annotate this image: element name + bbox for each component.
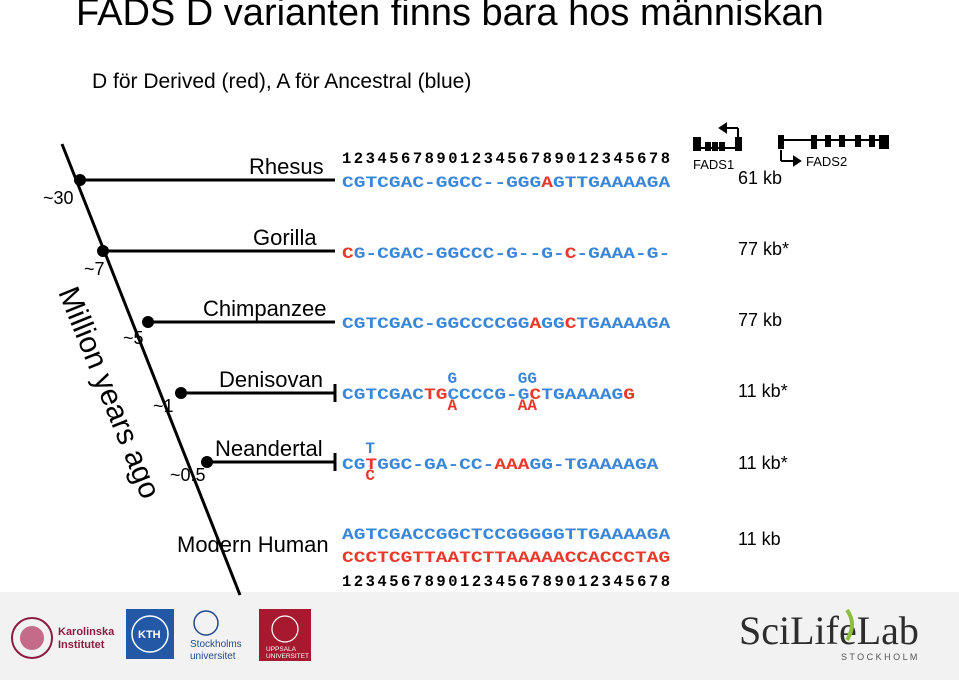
node-1 xyxy=(175,387,187,399)
variant-denisovan-above-1: GG xyxy=(518,370,537,388)
karolinska-text-1: Karolinska xyxy=(58,626,115,638)
sequence-row-5-b: CCCTCGTTAATCTTAAAAACCACCCTAG xyxy=(342,549,670,567)
sequence-row-3: CGTCGAC TG CCCCG -G C TGAAAAG G xyxy=(342,386,635,404)
sequence-row-2: CGTCGAC-GGCCCCGG A GG C TGAAAAGA xyxy=(342,315,671,333)
time-label: ~0.5 xyxy=(170,465,206,485)
gene-label-fads2: FADS2 xyxy=(806,154,847,169)
uppsala-text-2: UNIVERSITET xyxy=(266,653,309,660)
time-label: ~1 xyxy=(153,396,174,416)
size-label: 11 kb* xyxy=(738,453,788,473)
sequence-row-4: CG T GGC-GA-CC- AAA GG-TGAAAAGA xyxy=(342,456,659,474)
stockholm-text-2: universitet xyxy=(190,651,236,661)
node-7 xyxy=(97,245,109,257)
stockholm-university-logo: Stockholms universitet xyxy=(190,610,242,661)
sequence-alignment: CGTCGAC-GGCC--GGG A GTTGAAAAGA C G-CGAC-GGCC… xyxy=(342,174,671,567)
position-ruler-bottom: 1234567890123456789012345678 xyxy=(342,573,670,591)
phylogeny-panel xyxy=(45,128,907,608)
karolinska-logo: Karolinska Institutet xyxy=(11,617,115,659)
species-label: Chimpanzee xyxy=(203,296,327,321)
variant-denisovan-below-0: A xyxy=(448,397,458,415)
sequence-row-5: AGTCGACCGGCTCCGGGGGTTGAAAAGA xyxy=(342,526,671,544)
position-ruler-top: 1234567890123456789012345678 xyxy=(342,150,670,168)
node-5 xyxy=(142,316,154,328)
size-label: 11 kb* xyxy=(738,381,788,401)
slide-subtitle: D för Derived (red), A för Ancestral (bl… xyxy=(92,70,472,93)
karolinska-text-2: Institutet xyxy=(58,639,105,651)
time-label: ~30 xyxy=(43,188,74,208)
node-30 xyxy=(74,174,86,186)
variant-neandertal-above-0: T xyxy=(365,440,375,458)
species-label: Denisovan xyxy=(219,367,323,392)
size-label: 11 kb xyxy=(738,529,781,549)
variant-denisovan-above-0: G xyxy=(448,370,458,388)
fads1-gene-icon xyxy=(693,122,742,151)
time-label: ~7 xyxy=(84,259,105,279)
slide-title: FADS D varianten finns bara hos människa… xyxy=(76,0,824,34)
stockholm-text-1: Stockholms xyxy=(190,639,242,650)
scilifelab-subtext: S T O C K H O L M xyxy=(841,652,917,662)
uppsala-logo: UPPSALA UNIVERSITET xyxy=(259,609,311,661)
species-label: Modern Human xyxy=(177,532,329,557)
variant-denisovan-below-1: AA xyxy=(518,397,538,415)
axis-label: Million years ago xyxy=(52,282,167,503)
tree-trunk xyxy=(60,143,242,596)
species-label: Gorilla xyxy=(253,225,317,250)
time-label: ~5 xyxy=(123,328,144,348)
uppsala-text-1: UPPSALA xyxy=(266,646,297,653)
gene-label-fads1: FADS1 xyxy=(693,157,734,172)
kth-text: KTH xyxy=(138,629,161,641)
species-label: Neandertal xyxy=(215,436,323,461)
size-label: 77 kb xyxy=(738,310,782,330)
scilifelab-leaf-icon xyxy=(845,608,854,642)
variant-neandertal-below-0: C xyxy=(365,467,375,485)
sequence-row-1: C G-CGAC-GGCCC-G--G- C -GAAA-G- xyxy=(342,245,670,263)
sequence-row-0: CGTCGAC-GGCC--GGG A GTTGAAAAGA xyxy=(342,174,671,192)
scilifelab-logo: SciLifeLab S T O C K H O L M xyxy=(739,608,919,662)
size-label: 61 kb xyxy=(738,168,782,188)
kth-logo: KTH xyxy=(126,609,174,659)
species-label: Rhesus xyxy=(249,154,324,179)
scilifelab-text: SciLifeLab xyxy=(739,608,919,653)
size-label: 77 kb* xyxy=(738,239,789,259)
node-0-5 xyxy=(201,456,213,468)
fads2-gene-icon xyxy=(778,135,889,167)
